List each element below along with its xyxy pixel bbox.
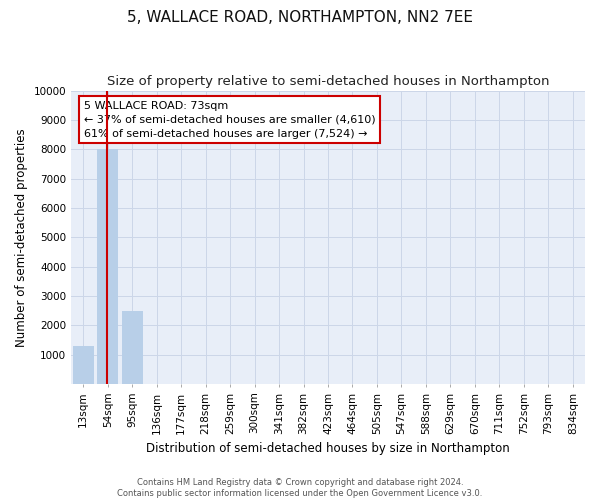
Bar (97, 149, 118, 384)
X-axis label: Distribution of semi-detached houses by size in Northampton: Distribution of semi-detached houses by … (146, 442, 510, 455)
Text: 5, WALLACE ROAD, NORTHAMPTON, NN2 7EE: 5, WALLACE ROAD, NORTHAMPTON, NN2 7EE (127, 10, 473, 25)
Title: Size of property relative to semi-detached houses in Northampton: Size of property relative to semi-detach… (107, 75, 549, 88)
Y-axis label: Number of semi-detached properties: Number of semi-detached properties (15, 128, 28, 346)
Bar (73, 346, 94, 384)
Text: Contains HM Land Registry data © Crown copyright and database right 2024.
Contai: Contains HM Land Registry data © Crown c… (118, 478, 482, 498)
Bar (122, 310, 143, 384)
Text: 5 WALLACE ROAD: 73sqm
← 37% of semi-detached houses are smaller (4,610)
61% of s: 5 WALLACE ROAD: 73sqm ← 37% of semi-deta… (84, 101, 376, 139)
